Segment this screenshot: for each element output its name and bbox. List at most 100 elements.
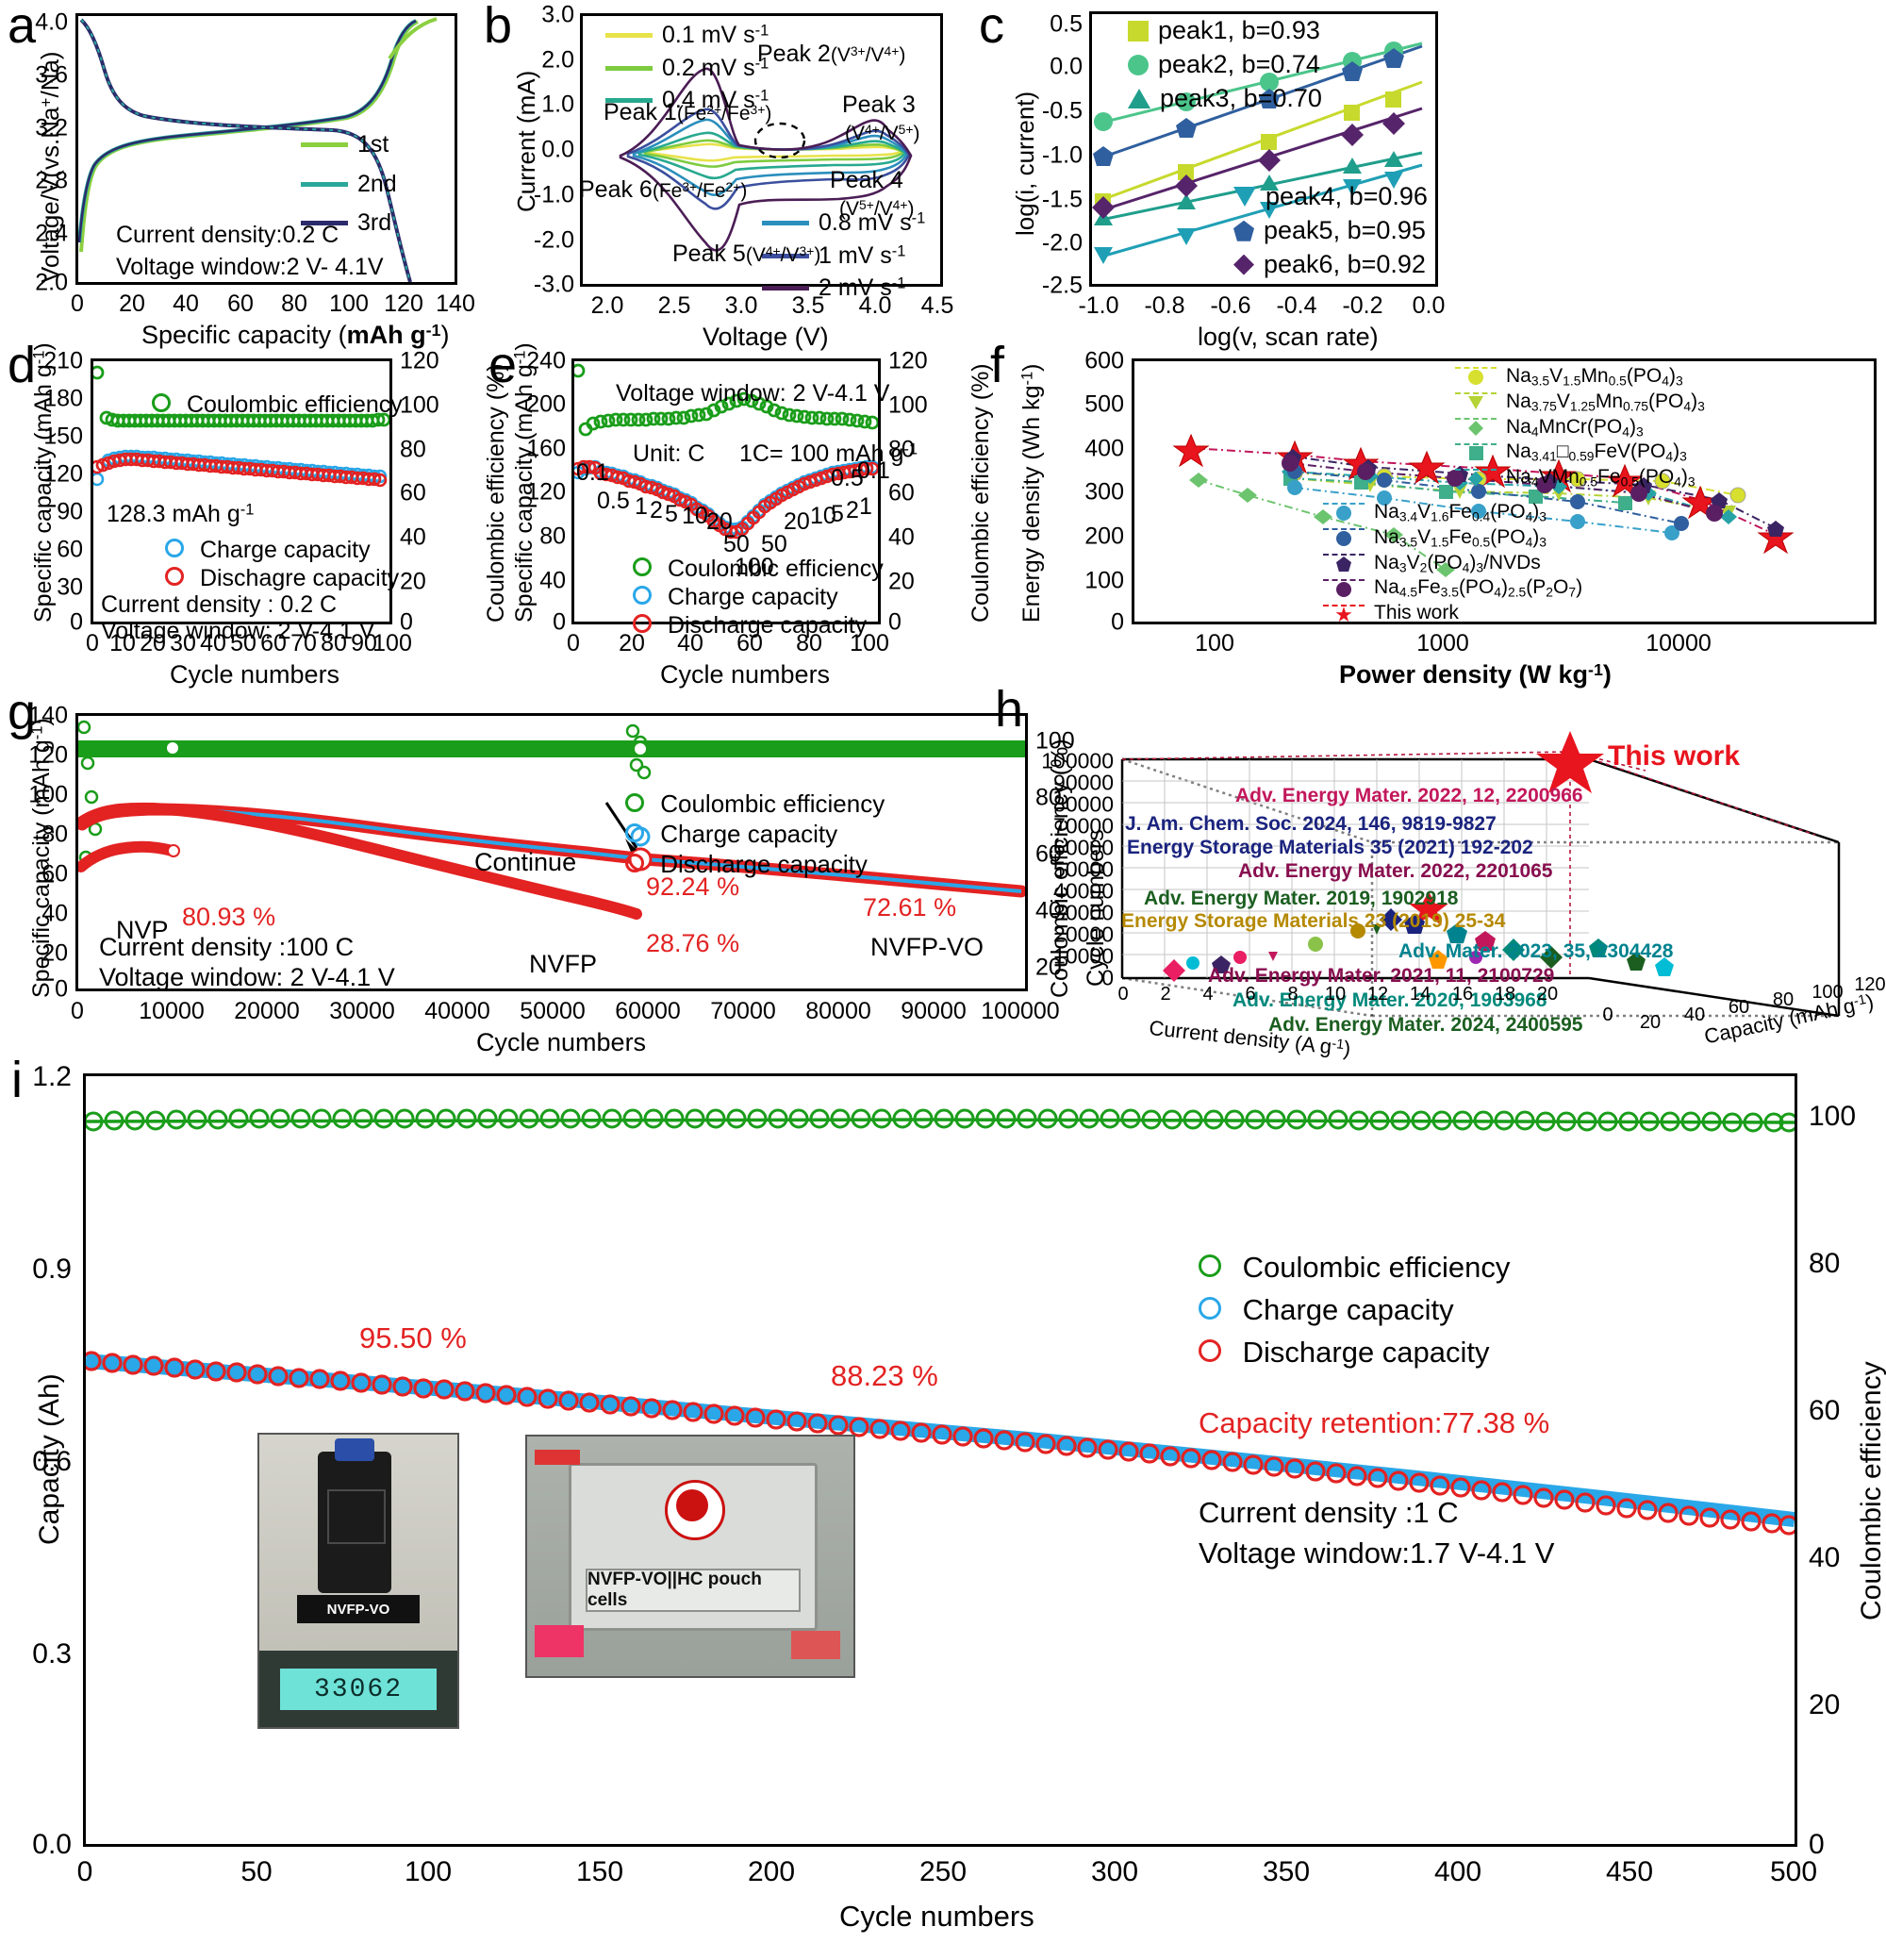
panel-d-xtick: 10 — [109, 630, 136, 656]
panel-b-xtick: 4.5 — [920, 292, 954, 319]
legend-swatch-0p2 — [605, 65, 653, 71]
panel-h-ztick: 50000 — [1053, 856, 1114, 882]
panel-i-inset-photo-pouch: NVFP-VO||HC pouch cells — [525, 1435, 855, 1678]
marker-open-circle-red-icon — [165, 567, 184, 586]
marker-open-circle-red-icon — [1199, 1339, 1221, 1362]
panel-f-xtick: 10000 — [1646, 630, 1712, 656]
legend-marker-icon — [1455, 442, 1497, 462]
panel-a-xtick: 80 — [281, 291, 307, 317]
legend-marker-icon — [1455, 468, 1497, 488]
panel-b-ytick: -3.0 — [533, 271, 574, 298]
panel-g-xtick: 50000 — [520, 998, 586, 1024]
panel-b-peak3-label: Peak 3 — [842, 91, 916, 118]
panel-a-legend-item: 1st — [301, 131, 397, 159]
panel-i-ytick-right: 60 — [1809, 1395, 1841, 1426]
panel-b-legend-item: 1 mV s-1 — [762, 242, 925, 271]
legend-swatch-1st — [301, 142, 348, 148]
panel-f-legend-item: Na3.75V1.25Mn0.75(PO4)3 — [1455, 390, 1705, 414]
panel-h-3d-scatter — [1120, 731, 1841, 1018]
panel-i-ytick-left: 0.9 — [32, 1254, 72, 1285]
panel-f-legend-item: Na3.4V1.6Fe0.4(PO4)3 — [1323, 501, 1582, 524]
panel-i-xtick: 500 — [1769, 1856, 1818, 1887]
panel-e-note-unit: Unit: C — [633, 440, 705, 467]
panel-d-annotation-capacity: 128.3 mAh g-1 — [107, 501, 255, 527]
panel-e-rate-label: 5 — [665, 501, 678, 527]
legend-marker-icon — [1455, 392, 1497, 411]
legend-label-peak3: peak3, b=0.70 — [1160, 83, 1322, 112]
panel-h-citation: Adv. Energy Mater. 2020, 1903968 — [1233, 989, 1547, 1011]
panel-h-ztick: 90000 — [1053, 770, 1114, 795]
panel-b-legend-item: 0.4 mV s-1 — [605, 87, 769, 115]
panel-b-xtick: 2.0 — [590, 292, 624, 319]
panel-h-citation: Energy Storage Materials 23 (2019) 25-34 — [1121, 910, 1506, 932]
panel-g-xtick: 40000 — [424, 998, 490, 1024]
marker-open-circle-green-icon — [1199, 1254, 1221, 1277]
legend-label-3rd: 3rd — [357, 209, 392, 236]
marker-open-circle-red-icon — [633, 614, 652, 633]
panel-i-photo-scale-display: 33062 — [313, 1674, 403, 1704]
panel-h-citation: Energy Storage Materials 35 (2021) 192-2… — [1127, 837, 1533, 858]
legend-label-2mv: 2 mV s-1 — [819, 274, 906, 301]
panel-e-rate-label: 0.1 — [857, 457, 890, 484]
panel-i-legend-discharge: Discharge capacity — [1199, 1336, 1490, 1370]
panel-e-rate-label: 1 — [635, 493, 648, 520]
panel-f-xtick: 100 — [1195, 630, 1234, 656]
panel-c-series — [1092, 42, 1423, 264]
panel-e-note-window: Voltage window: 2 V-4.1 V — [616, 380, 890, 407]
legend-label-0p2: 0.2 mV s-1 — [662, 54, 769, 81]
panel-c-legend-item: peak6, b=0.92 — [1233, 250, 1428, 280]
panel-c-xtick: 0.0 — [1412, 292, 1446, 319]
panel-c-legend-item: peak5, b=0.95 — [1233, 216, 1428, 246]
panel-f-legend-item: ★ This work — [1323, 602, 1582, 626]
panel-b-xlabel: Voltage (V) — [703, 323, 829, 351]
panel-g-xtick: 60000 — [615, 998, 681, 1024]
marker-open-circle-blue-icon — [165, 539, 184, 557]
panel-e-rate-label: 10 — [810, 503, 836, 529]
panel-g-label: g — [8, 684, 37, 740]
panel-e-series — [574, 363, 878, 540]
panel-c-legend-item: peak2, b=0.74 — [1128, 50, 1322, 80]
panel-g-xtick: 100000 — [981, 998, 1060, 1024]
panel-g-annotation-nvp: NVP — [116, 916, 169, 944]
panel-h-ytick: 80 — [1772, 989, 1795, 1010]
legend-label: Na3.4V1.6Fe0.4(PO4)3 — [1374, 501, 1547, 524]
legend-label-ce: Coulombic efficiency — [660, 789, 885, 818]
panel-e-rate-label: 0.1 — [576, 459, 609, 486]
panel-f-legend-item: Na4MnCr(PO4)3 — [1455, 416, 1705, 440]
marker-open-circle-blue-icon — [1199, 1297, 1221, 1320]
panel-b-legend-item: 2 mV s-1 — [762, 274, 925, 303]
panel-b-xtick: 4.0 — [858, 292, 892, 319]
panel-e-rate-label: 100 — [735, 554, 774, 580]
panel-e-rate-label: 20 — [784, 508, 810, 535]
panel-b-plot: 0.1 mV s-1 0.2 mV s-1 0.4 mV s-1 0.8 mV … — [579, 13, 943, 301]
legend-swatch-2nd — [301, 181, 348, 187]
legend-label-charge: Charge capacity — [199, 537, 371, 563]
panel-h-xtick: 10 — [1324, 984, 1347, 1005]
panel-h-xtick: 8 — [1287, 984, 1299, 1005]
panel-d-note-current: Current density : 0.2 C — [101, 591, 338, 618]
panel-e-legend-charge: Charge capacity — [633, 584, 838, 611]
panel-h-xtick: 0 — [1117, 984, 1129, 1005]
panel-c-ytick: -1.0 — [1041, 141, 1083, 169]
marker-circle-icon — [1128, 54, 1149, 75]
panel-h-ytick: 40 — [1683, 1005, 1706, 1025]
panel-f-ytick: 600 — [1084, 347, 1124, 374]
panel-f-ylabel: Energy density (Wh kg-1) — [1018, 363, 1045, 623]
panel-h-ztick: 80000 — [1053, 791, 1114, 817]
panel-b-legend-item: 0.8 mV s-1 — [762, 209, 925, 238]
panel-d-ytick-right: 120 — [400, 347, 439, 374]
panel-b-ytick: 0.0 — [541, 136, 574, 163]
panel-f-plot: Na3.5V1.5Mn0.5(PO4)3 Na3.75V1.25Mn0.75(P… — [1132, 358, 1877, 626]
legend-label-charge: Charge capacity — [667, 584, 838, 610]
panel-g-annotation-continue: Continue — [474, 848, 577, 876]
panel-c-xtick: -1.0 — [1078, 292, 1119, 319]
panel-e-xtick: 0 — [567, 630, 580, 656]
panel-e-legend-discharge: Discharge capacity — [633, 612, 867, 639]
panel-e-rate-label: 0.5 — [831, 465, 864, 491]
panel-a-label: a — [8, 0, 37, 54]
panel-i-xtick: 350 — [1262, 1856, 1311, 1887]
panel-i-xtick: 450 — [1605, 1856, 1654, 1887]
panel-i-xtick: 150 — [575, 1856, 624, 1887]
panel-f: f Energy density (Wh kg-1) — [981, 340, 1886, 689]
